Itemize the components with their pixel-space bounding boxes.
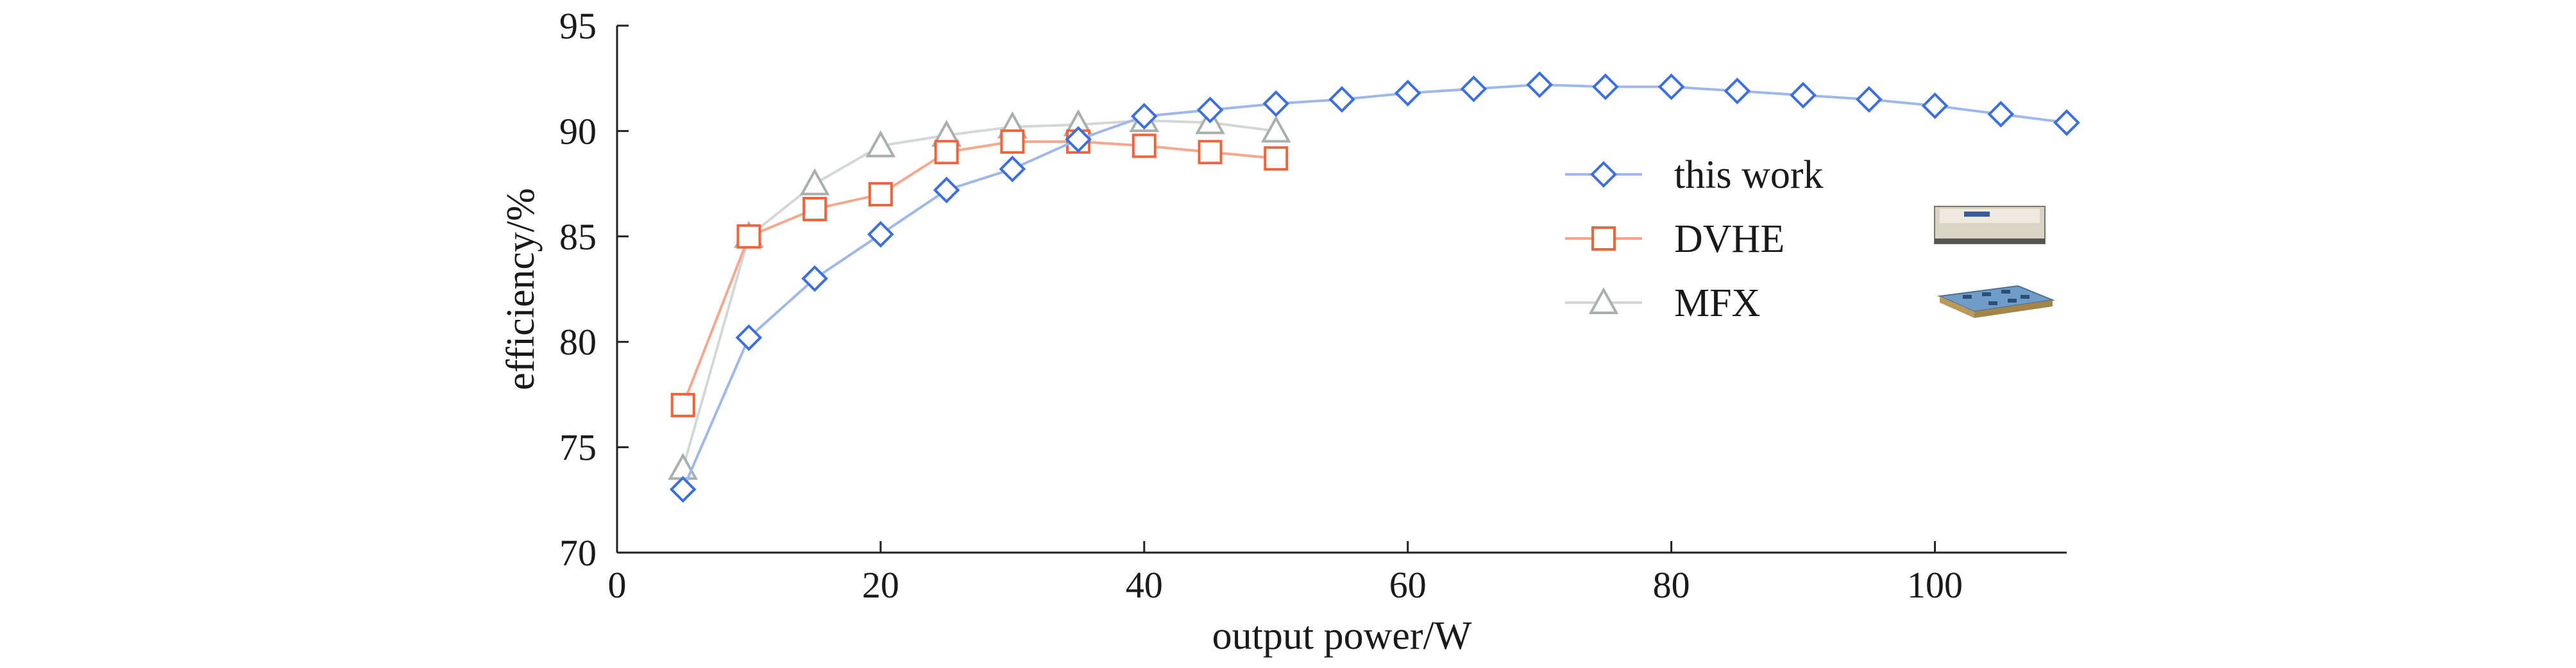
- module-base: [1935, 238, 2045, 244]
- data-point: [802, 197, 827, 222]
- data-point: [1131, 133, 1157, 158]
- data-point: [867, 221, 894, 248]
- series-dvhe: [670, 129, 1289, 417]
- legend-label: MFX: [1674, 281, 1760, 325]
- data-point: [1328, 86, 1355, 113]
- module-component: [1982, 292, 1991, 296]
- data-point: [868, 182, 893, 207]
- data-point: [1264, 146, 1289, 171]
- x-tick-label: 100: [1907, 564, 1963, 606]
- mfx-module-photo: [1937, 285, 2055, 318]
- data-point: [1065, 126, 1092, 153]
- data-series: [668, 71, 2080, 503]
- data-point: [1592, 73, 1619, 101]
- product-photos: [1934, 206, 2055, 318]
- y-tick-label: 90: [559, 110, 597, 152]
- data-point: [1921, 92, 1949, 119]
- y-tick-label: 75: [559, 427, 597, 469]
- module-component: [1988, 301, 1997, 305]
- data-point: [1198, 140, 1223, 165]
- data-point: [1196, 96, 1224, 124]
- module-component: [2021, 295, 2029, 299]
- series-line: [681, 119, 1276, 469]
- y-tick-label: 85: [559, 216, 597, 258]
- module-edge-left: [1940, 296, 1974, 318]
- y-tick-label: 95: [559, 5, 597, 47]
- data-point: [799, 168, 830, 196]
- series-this-work: [669, 71, 2080, 503]
- data-point: [669, 476, 697, 503]
- series-mfx: [668, 104, 1291, 480]
- data-point: [999, 155, 1026, 183]
- data-point: [1460, 75, 1487, 103]
- x-tick-label: 40: [1126, 564, 1163, 606]
- data-point: [933, 176, 960, 204]
- data-point: [670, 392, 695, 417]
- legend-marker: [1591, 226, 1616, 251]
- x-tick-label: 80: [1653, 564, 1690, 606]
- data-point: [1987, 101, 2015, 128]
- data-point: [1790, 81, 1817, 109]
- module-component: [2001, 290, 2010, 294]
- legend-marker: [1588, 287, 1619, 314]
- data-point: [1394, 79, 1421, 107]
- data-point: [801, 265, 829, 292]
- y-tick-label: 70: [559, 532, 597, 574]
- legend-item: this work: [1565, 153, 1824, 197]
- data-point: [1262, 90, 1290, 117]
- data-point: [1526, 71, 1554, 98]
- axes: 70 75 80 85 90 95 0 20 40 60 80 100: [559, 5, 2067, 606]
- x-tick-label: 0: [608, 564, 627, 606]
- data-point: [1855, 86, 1883, 113]
- module-component: [1963, 295, 1972, 299]
- data-point: [1130, 103, 1158, 130]
- series-line: [681, 83, 2067, 490]
- data-point: [934, 140, 959, 165]
- legend-label: this work: [1674, 153, 1824, 197]
- data-point: [2053, 109, 2080, 137]
- x-axis-label: output power/W: [1212, 614, 1472, 658]
- module-component: [2008, 299, 2017, 303]
- legend: this work DVHE MFX: [1565, 153, 1824, 325]
- x-tick-label: 60: [1389, 564, 1427, 606]
- data-point: [1260, 115, 1291, 143]
- data-point: [735, 324, 763, 351]
- module-edge-right: [1974, 300, 2053, 318]
- dvhe-module-photo: [1934, 206, 2046, 244]
- legend-item: MFX: [1565, 281, 1760, 325]
- module-label: [1964, 212, 1990, 217]
- data-point: [1724, 78, 1751, 104]
- legend-item: DVHE: [1565, 217, 1784, 261]
- legend-marker: [1590, 161, 1617, 188]
- x-tick-label: 20: [862, 564, 899, 606]
- series-line: [681, 140, 1276, 406]
- data-point: [1657, 73, 1685, 101]
- data-point: [865, 130, 896, 158]
- y-tick-label: 80: [559, 321, 597, 363]
- legend-label: DVHE: [1674, 217, 1784, 261]
- data-point: [736, 224, 761, 249]
- data-point: [1000, 129, 1025, 154]
- y-axis-label: efficiency/%: [499, 188, 543, 390]
